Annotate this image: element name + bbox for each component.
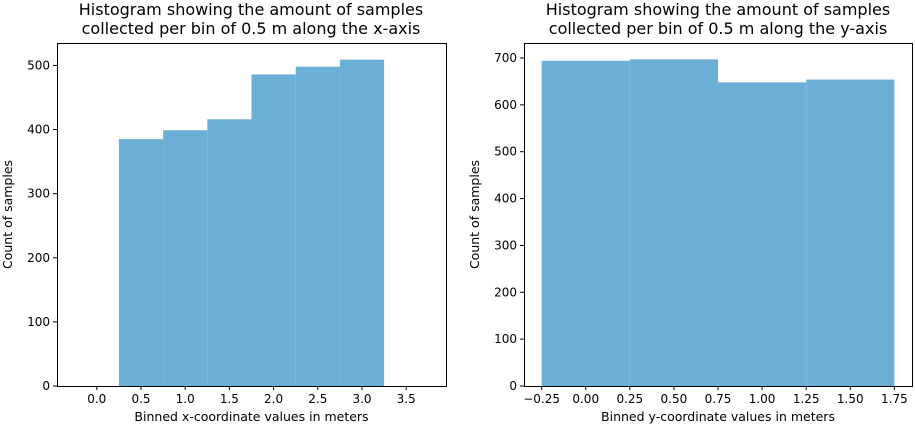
x-tick-label: 2.5 — [308, 392, 327, 406]
x-tick-label: 0.75 — [705, 392, 732, 406]
x-tick-label: 0.0 — [87, 392, 106, 406]
y-axis-label: Count of samples — [467, 160, 482, 269]
y-tick-label: 700 — [494, 51, 517, 65]
x-tick-label: 0.25 — [616, 392, 643, 406]
histogram-bar — [806, 79, 895, 386]
x-tick-label: 1.50 — [837, 392, 864, 406]
x-tick-label: 0.50 — [661, 392, 688, 406]
y-tick-label: 100 — [494, 332, 517, 346]
chart-1: 0.0 0.5 1.0 1.5 2.0 2.5 3.0 3.5 0 100 200 300 400 500… — [0, 0, 447, 424]
y-tick-label: 500 — [27, 58, 50, 72]
histogram-bar — [339, 59, 385, 386]
y-tick-label: 200 — [27, 251, 50, 265]
x-axis-label: Binned x-coordinate values in meters — [134, 409, 368, 424]
y-tick-label: 300 — [494, 238, 517, 252]
x-tick-label: −0.25 — [523, 392, 560, 406]
x-tick-label: 1.5 — [220, 392, 239, 406]
x-tick-label: 1.25 — [793, 392, 820, 406]
histogram-bar — [163, 130, 208, 386]
x-tick-label: 1.00 — [749, 392, 776, 406]
x-tick-label: 0.00 — [572, 392, 599, 406]
chart-title-line: collected per bin of 0.5 m along the x-a… — [82, 19, 421, 38]
x-tick-label: 3.0 — [352, 392, 371, 406]
y-tick-label: 400 — [494, 192, 517, 206]
chart-title-line: Histogram showing the amount of samples — [79, 0, 423, 19]
histogram-bar — [295, 66, 340, 386]
y-tick-label: 0 — [509, 379, 517, 393]
x-tick-label: 1.75 — [881, 392, 908, 406]
y-tick-label: 300 — [27, 187, 50, 201]
plot-frame — [57, 43, 447, 387]
x-tick-label: 0.5 — [131, 392, 150, 406]
histogram-bar — [118, 139, 164, 386]
y-tick-label: 600 — [494, 98, 517, 112]
x-tick-label: 3.5 — [397, 392, 416, 406]
histogram-bar — [251, 74, 296, 387]
x-tick-label: 1.0 — [176, 392, 195, 406]
y-tick-label: 500 — [494, 145, 517, 159]
y-tick-label: 0 — [42, 379, 50, 393]
histogram-bar — [629, 59, 718, 387]
chart-2: −0.25 0.00 0.25 0.50 0.75 1.00 1.25 1.50 1.75 0 10… — [467, 0, 913, 424]
y-tick-label: 100 — [27, 315, 50, 329]
histogram-bar — [718, 82, 807, 386]
y-tick-label: 400 — [27, 123, 50, 137]
histogram-bar — [207, 119, 252, 386]
y-tick-label: 200 — [494, 285, 517, 299]
x-tick-label: 2.0 — [264, 392, 283, 406]
y-axis-label: Count of samples — [0, 160, 15, 269]
chart-title-line: Histogram showing the amount of samples — [546, 0, 890, 19]
x-axis-label: Binned y-coordinate values in meters — [601, 409, 835, 424]
histogram-bar — [541, 60, 630, 387]
chart-title-line: collected per bin of 0.5 m along the y-a… — [549, 19, 887, 38]
